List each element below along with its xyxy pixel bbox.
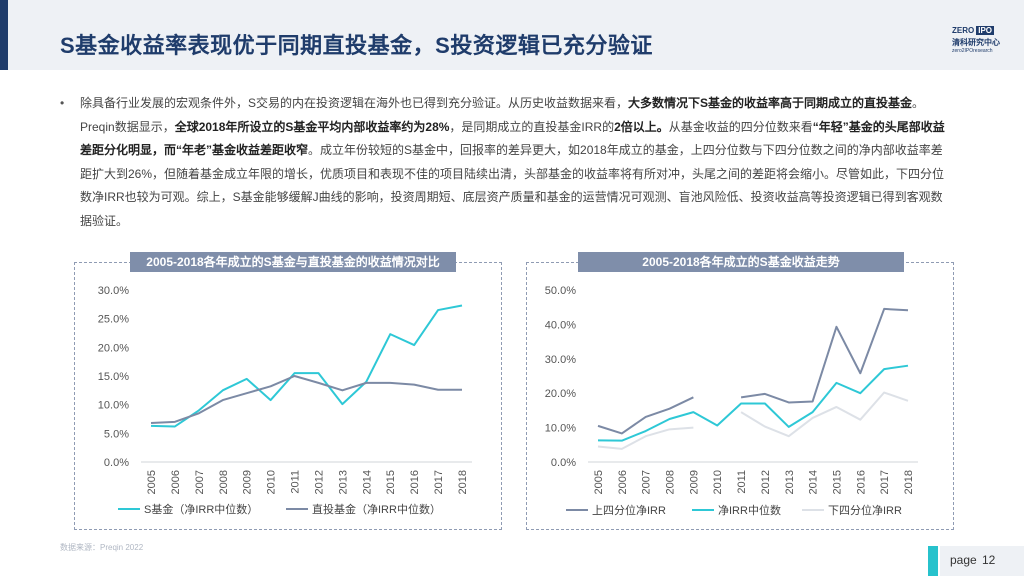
page-label: page [950, 553, 977, 567]
y-tick-label: 40.0% [545, 319, 576, 331]
x-tick-label: 2010 [712, 470, 724, 494]
page-number: 12 [982, 553, 996, 567]
logo-sub: zero2IPOresearch [952, 48, 993, 54]
right-line-chart: 0.0% 10.0% 20.0% 30.0% 40.0% 50.0% 2005 2006 200… [545, 285, 918, 517]
para-text: 除具备行业发展的宏观条件外，S交易的内在投资逻辑在海外也已得到充分验证。从历史收… [80, 96, 629, 110]
zero2ipo-logo: ZERO IPO 清科研究中心 zero2IPOresearch [952, 26, 1012, 60]
x-tick-label: 2018 [903, 470, 915, 494]
y-tick-label: 30.0% [545, 354, 576, 366]
series-line-1 [597, 396, 694, 435]
logo-name: 清科研究中心 [952, 38, 1000, 47]
x-tick-label: 2017 [879, 470, 891, 494]
legend-label-2: 直投基金（净IRR中位数） [312, 502, 441, 516]
x-tick-label: 2016 [855, 470, 867, 494]
logo-zero: ZERO [952, 26, 975, 35]
header-accent [0, 0, 8, 70]
x-tick-label: 2010 [266, 470, 278, 494]
y-tick-label: 20.0% [98, 342, 129, 354]
para-text: 。Preqin数据显示， [80, 96, 925, 134]
legend-label-3: 下四分位净IRR [828, 503, 902, 517]
logo-ipo: IPO [976, 26, 995, 35]
y-tick-label: 0.0% [551, 457, 576, 469]
x-tick-label: 2007 [641, 470, 653, 494]
series-line-3 [740, 391, 909, 438]
x-tick-label: 2009 [242, 470, 254, 494]
x-tick-label: 2013 [784, 470, 796, 494]
series-line-1 [150, 304, 463, 428]
legend-label-1: 上四分位净IRR [592, 503, 666, 517]
x-tick-label: 2013 [337, 470, 349, 494]
right-chart-title: 2005-2018各年成立的S基金收益走势 [578, 252, 904, 272]
series-line-1 [740, 307, 909, 404]
x-tick-label: 2015 [385, 470, 397, 494]
para-text: 。成立年份较短的S基金中，回报率的差异更大，如2018年成立的基金，上四分位数与… [80, 143, 945, 228]
para-highlight: 大多数情况下S基金的收益率高于同期成立的直投基金 [628, 96, 913, 110]
para-text: 从基金收益的四分位数来看 [668, 119, 813, 134]
page-accent [928, 546, 938, 576]
x-tick-label: 2011 [290, 470, 302, 494]
x-tick-label: 2005 [146, 470, 158, 494]
x-tick-label: 2016 [409, 470, 421, 494]
x-tick-label: 2012 [313, 470, 325, 494]
para-highlight: 全球2018年所设立的S基金平均内部收益率约为28% [174, 119, 450, 134]
y-tick-label: 15.0% [98, 371, 129, 383]
y-tick-label: 50.0% [545, 285, 576, 297]
series-line-2 [597, 364, 909, 442]
x-tick-label: 2018 [457, 470, 469, 494]
y-tick-label: 30.0% [98, 285, 129, 297]
y-tick-label: 10.0% [98, 400, 129, 412]
x-tick-label: 2005 [593, 470, 605, 494]
x-tick-label: 2007 [194, 470, 206, 494]
legend-label-1: S基金（净IRR中位数） [144, 502, 258, 516]
left-chart-title: 2005-2018各年成立的S基金与直投基金的收益情况对比 [130, 252, 456, 272]
x-tick-label: 2014 [361, 470, 373, 494]
bullet-icon: • [60, 96, 65, 110]
series-line-2 [150, 375, 462, 425]
x-tick-label: 2006 [170, 470, 182, 494]
x-tick-label: 2015 [831, 470, 843, 494]
x-tick-label: 2009 [688, 470, 700, 494]
x-tick-label: 2017 [433, 470, 445, 494]
x-tick-label: 2008 [218, 470, 230, 494]
header-bar [0, 0, 1024, 70]
para-text: ，是同期成立的直投基金IRR的 [449, 119, 615, 134]
x-tick-label: 2014 [808, 470, 820, 494]
y-tick-label: 10.0% [545, 423, 576, 435]
y-tick-label: 25.0% [98, 314, 129, 326]
y-tick-label: 5.0% [104, 428, 129, 440]
x-tick-label: 2012 [760, 470, 772, 494]
para-highlight: 2倍以上。 [614, 119, 669, 134]
page-title: S基金收益率表现优于同期直投基金，S投资逻辑已充分验证 [60, 33, 653, 58]
legend-label-2: 净IRR中位数 [718, 503, 781, 517]
page-box [940, 546, 1024, 576]
x-tick-label: 2006 [617, 470, 629, 494]
x-tick-label: 2008 [665, 470, 677, 494]
y-tick-label: 0.0% [104, 457, 129, 469]
x-tick-label: 2011 [736, 470, 748, 494]
data-source: 数据来源：Preqin 2022 [60, 543, 144, 552]
series-line-3 [597, 426, 694, 450]
body-paragraph: 除具备行业发展的宏观条件外，S交易的内在投资逻辑在海外也已得到充分验证。从历史收… [80, 92, 948, 233]
y-tick-label: 20.0% [545, 388, 576, 400]
para-highlight: “年轻”基金的头尾部收益差距分化明显，而“年老”基金收益差距收窄 [80, 119, 945, 158]
left-line-chart: 0.0% 5.0% 10.0% 15.0% 20.0% 25.0% 30.0% 2005 200… [98, 285, 472, 516]
